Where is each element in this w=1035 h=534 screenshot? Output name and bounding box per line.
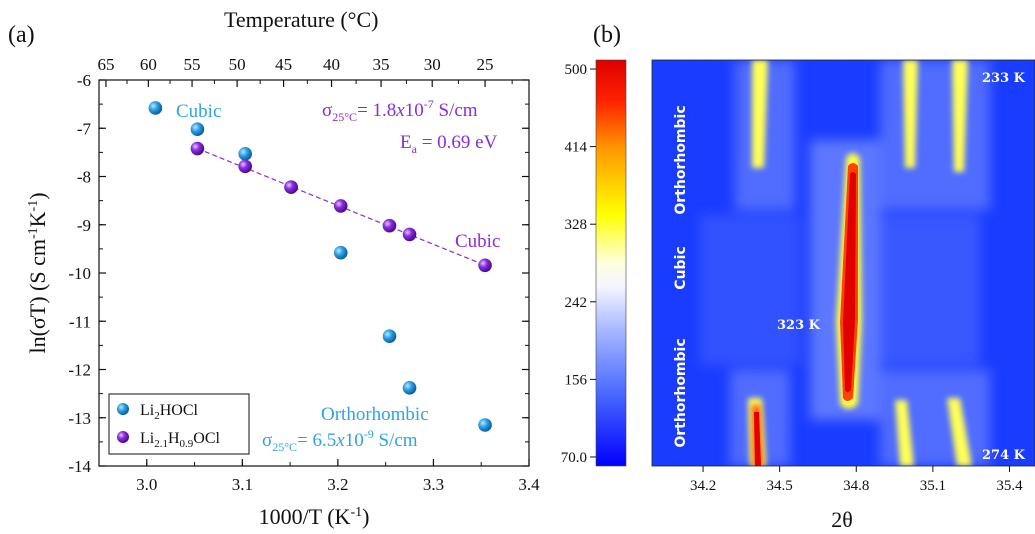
- annotation-sigma-purple: σ25°C= 1.8x10-7 S/cm: [322, 97, 478, 124]
- temp-label-274k: 274 K: [982, 448, 1026, 463]
- map-frame: [651, 59, 1035, 467]
- colorbar-tick-label: 328: [565, 217, 588, 233]
- colorbar: 500 414 328 242 156 70.0: [561, 59, 627, 467]
- point-li2hocl: [382, 329, 397, 344]
- point-li21h09ocl: [478, 258, 492, 273]
- plot-a-series: [148, 101, 492, 432]
- top-tick-label: 25: [477, 55, 494, 74]
- annotation-sigma-blue: σ25°C= 6.5x10-9 S/cm: [262, 427, 418, 454]
- y-axis-label: ln(σT) (S cm-1K-1): [25, 192, 50, 353]
- top-tick-label: 35: [373, 55, 390, 74]
- top-tick-label: 60: [140, 55, 157, 74]
- colorbar-tick-label: 156: [565, 372, 588, 388]
- point-li2hocl: [190, 122, 205, 137]
- panel-a-letter: (a): [8, 22, 35, 48]
- x-tick-label: 3.4: [518, 475, 540, 494]
- annotation-cubic-blue: Cubic: [176, 101, 221, 122]
- y-tick-label: -14: [68, 457, 91, 476]
- map-x-axis-label: 2θ: [831, 507, 853, 532]
- phase-label-orthorhombic-top: Orthorhombic: [673, 105, 689, 214]
- panel-b-letter: (b): [593, 22, 621, 48]
- annotation-ea-purple: Ea = 0.69 eV: [400, 132, 498, 156]
- point-li21h09ocl: [238, 159, 252, 174]
- map-x-tick-label: 35.4: [996, 478, 1023, 494]
- y-tick-label: -12: [68, 361, 91, 380]
- y-tick-label: -6: [77, 71, 91, 90]
- annotation-orthorhombic-blue: Orthorhombic: [321, 404, 429, 425]
- x-tick-label: 3.2: [327, 475, 348, 494]
- map-x-axis: 34.2 34.5 34.8 35.1 35.4: [690, 466, 1023, 494]
- colorbar-tick-label: 70.0: [561, 450, 587, 466]
- colorbar-tick-label: 242: [565, 295, 588, 311]
- top-tick-label: 55: [184, 55, 201, 74]
- point-li2hocl: [478, 418, 492, 432]
- top-tick-label: 65: [97, 55, 114, 74]
- y-tick-label: -8: [77, 168, 91, 187]
- map-x-tick-label: 35.1: [920, 478, 946, 494]
- point-li2hocl: [238, 147, 252, 161]
- temp-label-233k: 233 K: [982, 71, 1026, 86]
- phase-label-orthorhombic-bottom: Orthorhombic: [673, 338, 689, 447]
- y-tick-label: -11: [69, 312, 91, 331]
- point-li2hocl: [402, 381, 417, 395]
- point-li21h09ocl: [333, 199, 348, 213]
- point-li2hocl: [148, 101, 163, 115]
- top-tick-label: 45: [275, 55, 292, 74]
- x-tick-label: 3.1: [232, 475, 253, 494]
- y-tick-label: -13: [68, 409, 91, 428]
- legend-marker-li2hocl: [117, 403, 129, 415]
- plot-a-axes: 3.0 3.1 3.2 3.3 3.4 -6 -7 -8 -9 -10 -11 -12 -13 -14 65…: [68, 55, 540, 494]
- y-tick-label: -10: [68, 264, 91, 283]
- colorbar-ticks: 500 414 328 242 156 70.0: [561, 62, 596, 466]
- colorbar-tick-label: 500: [565, 62, 588, 78]
- legend-marker-li21h09ocl: [117, 431, 129, 443]
- colorbar-tick-label: 414: [565, 140, 588, 156]
- map-x-tick-label: 34.2: [690, 478, 716, 494]
- legend-label-li2hocl: Li2HOCl: [140, 402, 199, 422]
- x-tick-label: 3.0: [136, 475, 157, 494]
- map-x-tick-label: 34.8: [843, 478, 869, 494]
- y-tick-label: -9: [77, 216, 91, 235]
- top-tick-label: 50: [229, 55, 246, 74]
- point-li21h09ocl: [382, 218, 397, 233]
- point-li21h09ocl: [190, 141, 205, 156]
- top-tick-label: 30: [424, 55, 441, 74]
- point-li21h09ocl: [402, 227, 417, 242]
- phase-label-cubic: Cubic: [673, 246, 689, 289]
- map-x-tick-label: 34.5: [767, 478, 793, 494]
- y-tick-label: -7: [77, 119, 92, 138]
- point-li2hocl: [333, 245, 348, 260]
- temp-label-323k: 323 K: [777, 318, 821, 333]
- x-tick-label: 3.3: [423, 475, 444, 494]
- contour-map: [652, 60, 1035, 466]
- legend: Li2HOCl Li2.1H0.9OCl: [108, 393, 250, 455]
- point-li21h09ocl: [284, 180, 298, 194]
- top-axis-title: Temperature (°C): [224, 7, 378, 32]
- top-tick-label: 40: [323, 55, 340, 74]
- x-axis-label: 1000/T (K-1): [259, 504, 370, 529]
- annotation-cubic-purple: Cubic: [455, 231, 500, 252]
